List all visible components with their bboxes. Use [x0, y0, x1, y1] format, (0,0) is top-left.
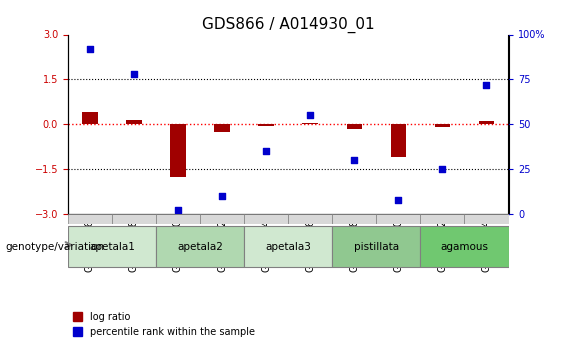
Point — [129, 71, 138, 77]
FancyBboxPatch shape — [244, 227, 332, 267]
Legend: log ratio, percentile rank within the sample: log ratio, percentile rank within the sa… — [73, 312, 255, 337]
FancyBboxPatch shape — [420, 214, 464, 224]
FancyBboxPatch shape — [332, 227, 420, 267]
FancyBboxPatch shape — [420, 227, 508, 267]
Point — [218, 193, 227, 199]
FancyBboxPatch shape — [200, 214, 244, 224]
Text: genotype/variation: genotype/variation — [6, 242, 105, 252]
Title: GDS866 / A014930_01: GDS866 / A014930_01 — [202, 17, 375, 33]
Bar — [479, 121, 494, 124]
FancyBboxPatch shape — [112, 214, 156, 224]
FancyBboxPatch shape — [244, 214, 288, 224]
Bar — [258, 124, 274, 126]
Bar — [82, 112, 98, 124]
Point — [262, 148, 271, 154]
Bar — [170, 124, 186, 177]
Point — [306, 112, 315, 118]
FancyBboxPatch shape — [156, 214, 200, 224]
FancyBboxPatch shape — [332, 214, 376, 224]
FancyBboxPatch shape — [68, 227, 156, 267]
Bar — [302, 123, 318, 124]
Text: apetala3: apetala3 — [265, 242, 311, 252]
FancyBboxPatch shape — [376, 214, 420, 224]
Text: apetala1: apetala1 — [89, 242, 135, 252]
Bar — [390, 124, 406, 157]
FancyBboxPatch shape — [464, 214, 508, 224]
Text: apetala2: apetala2 — [177, 242, 223, 252]
Bar — [126, 120, 142, 124]
Bar — [434, 124, 450, 127]
Point — [438, 166, 447, 172]
Bar — [346, 124, 362, 129]
FancyBboxPatch shape — [288, 214, 332, 224]
FancyBboxPatch shape — [68, 214, 112, 224]
Point — [482, 82, 491, 88]
Point — [350, 157, 359, 163]
FancyBboxPatch shape — [156, 227, 244, 267]
Point — [394, 197, 403, 202]
Bar — [214, 124, 230, 132]
Text: agamous: agamous — [441, 242, 488, 252]
Point — [85, 46, 94, 52]
Point — [173, 208, 182, 213]
Text: pistillata: pistillata — [354, 242, 399, 252]
